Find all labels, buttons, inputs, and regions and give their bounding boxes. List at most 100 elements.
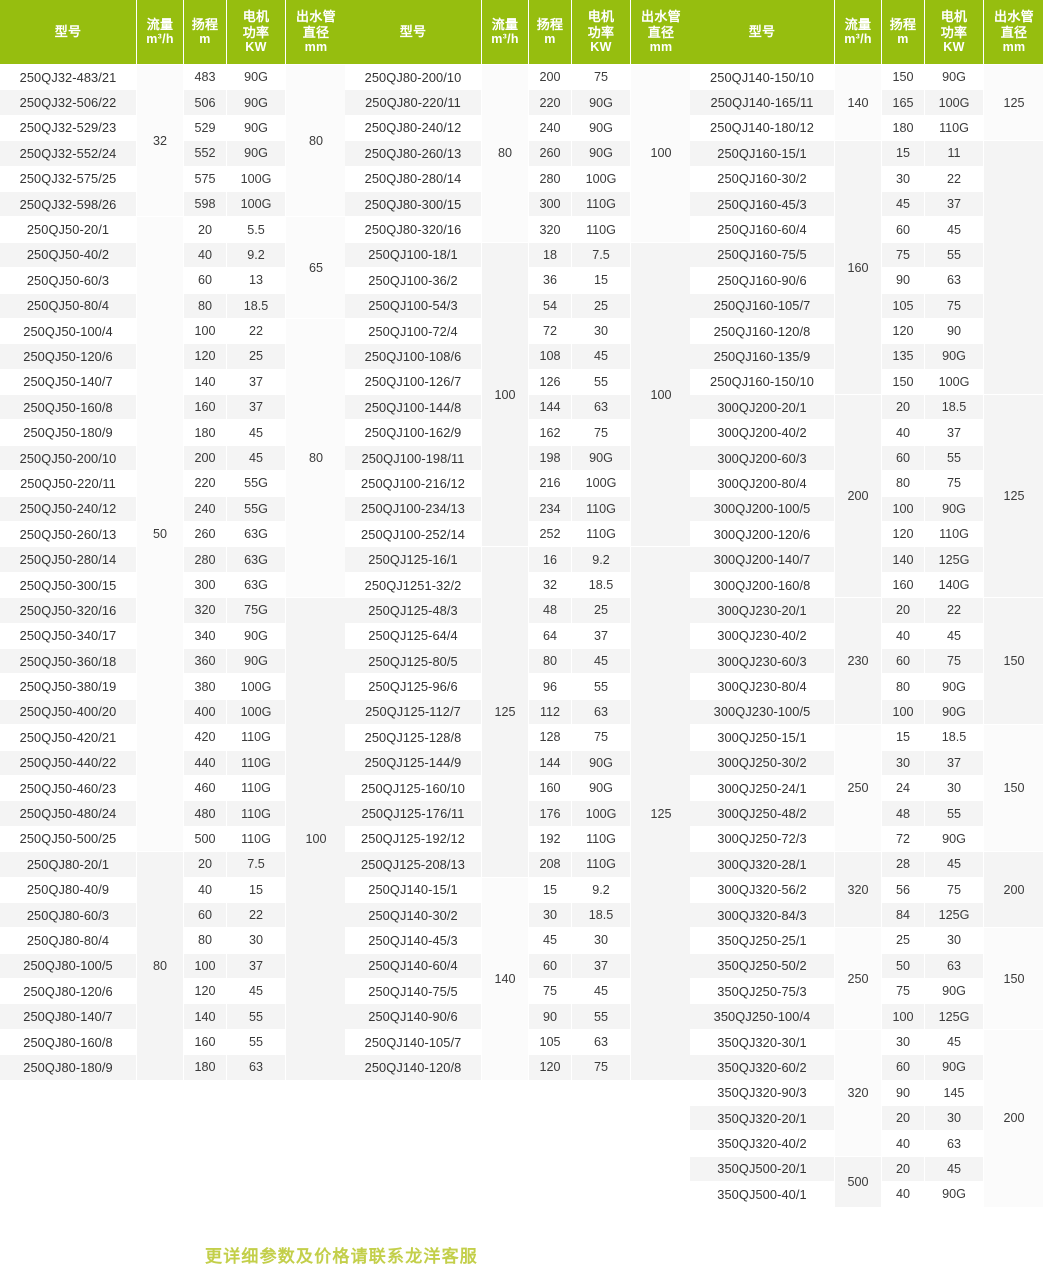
header-model: 型号 bbox=[345, 0, 482, 65]
cell-power: 75 bbox=[925, 877, 984, 902]
cell-head: 60 bbox=[184, 268, 227, 293]
cell-head: 15 bbox=[882, 141, 925, 166]
cell-model: 250QJ140-165/11 bbox=[690, 90, 835, 115]
header-head-unit: m bbox=[185, 32, 225, 47]
cell-diameter: 125 bbox=[631, 547, 692, 1080]
cell-diameter: 150 bbox=[984, 725, 1043, 852]
cell-model: 250QJ80-20/1 bbox=[0, 852, 137, 877]
cell-model: 250QJ50-240/12 bbox=[0, 496, 137, 521]
cell-diameter bbox=[984, 141, 1043, 395]
cell-head: 144 bbox=[529, 395, 572, 420]
cell-head: 128 bbox=[529, 725, 572, 750]
cell-model: 250QJ100-234/13 bbox=[345, 496, 482, 521]
cell-model: 300QJ200-160/8 bbox=[690, 572, 835, 597]
cell-model: 250QJ140-180/12 bbox=[690, 115, 835, 140]
cell-model: 350QJ250-25/1 bbox=[690, 928, 835, 953]
cell-head: 60 bbox=[882, 445, 925, 470]
cell-power: 37 bbox=[227, 395, 286, 420]
cell-power: 45 bbox=[227, 445, 286, 470]
cell-power: 90G bbox=[572, 115, 631, 140]
cell-model: 250QJ125-80/5 bbox=[345, 648, 482, 673]
cell-head: 60 bbox=[882, 217, 925, 242]
cell-head: 60 bbox=[882, 1055, 925, 1080]
cell-head: 240 bbox=[529, 115, 572, 140]
cell-model: 250QJ50-120/6 bbox=[0, 344, 137, 369]
cell-head: 220 bbox=[529, 90, 572, 115]
cell-flow: 250 bbox=[835, 725, 882, 852]
cell-power: 45 bbox=[572, 344, 631, 369]
cell-power: 25 bbox=[572, 293, 631, 318]
cell-head: 100 bbox=[882, 699, 925, 724]
cell-head: 32 bbox=[529, 572, 572, 597]
cell-head: 100 bbox=[882, 496, 925, 521]
cell-power: 7.5 bbox=[227, 852, 286, 877]
cell-model: 300QJ230-100/5 bbox=[690, 699, 835, 724]
cell-model: 300QJ320-84/3 bbox=[690, 902, 835, 927]
cell-power: 45 bbox=[925, 217, 984, 242]
cell-head: 200 bbox=[529, 65, 572, 90]
cell-model: 250QJ32-575/25 bbox=[0, 166, 137, 191]
cell-head: 180 bbox=[184, 420, 227, 445]
cell-power: 75 bbox=[572, 420, 631, 445]
cell-model: 250QJ50-320/16 bbox=[0, 598, 137, 623]
cell-power: 90 bbox=[925, 318, 984, 343]
cell-model: 250QJ140-45/3 bbox=[345, 928, 482, 953]
cell-power: 90G bbox=[925, 1182, 984, 1207]
cell-power: 110G bbox=[572, 522, 631, 547]
cell-model: 250QJ160-75/5 bbox=[690, 242, 835, 267]
cell-power: 100G bbox=[925, 369, 984, 394]
cell-head: 300 bbox=[184, 572, 227, 597]
cell-power: 22 bbox=[227, 902, 286, 927]
cell-model: 250QJ100-36/2 bbox=[345, 268, 482, 293]
cell-model: 250QJ160-15/1 bbox=[690, 141, 835, 166]
cell-model: 300QJ230-20/1 bbox=[690, 598, 835, 623]
cell-head: 20 bbox=[184, 852, 227, 877]
cell-power: 75 bbox=[925, 648, 984, 673]
cell-model: 250QJ32-529/23 bbox=[0, 115, 137, 140]
cell-head: 48 bbox=[882, 801, 925, 826]
cell-head: 60 bbox=[529, 953, 572, 978]
cell-power: 11 bbox=[925, 141, 984, 166]
cell-model: 300QJ250-24/1 bbox=[690, 775, 835, 800]
cell-model: 250QJ125-16/1 bbox=[345, 547, 482, 572]
cell-model: 250QJ100-252/14 bbox=[345, 522, 482, 547]
cell-power: 75 bbox=[925, 293, 984, 318]
cell-head: 20 bbox=[184, 217, 227, 242]
cell-flow: 80 bbox=[482, 65, 529, 243]
cell-power: 125G bbox=[925, 1004, 984, 1029]
cell-head: 140 bbox=[184, 1004, 227, 1029]
cell-power: 45 bbox=[572, 979, 631, 1004]
cell-power: 110G bbox=[227, 750, 286, 775]
cell-head: 220 bbox=[184, 471, 227, 496]
cell-power: 30 bbox=[925, 928, 984, 953]
cell-power: 90G bbox=[227, 90, 286, 115]
cell-power: 7.5 bbox=[572, 242, 631, 267]
cell-head: 140 bbox=[184, 369, 227, 394]
cell-flow: 125 bbox=[482, 547, 529, 877]
cell-head: 105 bbox=[529, 1029, 572, 1054]
cell-diameter: 65 bbox=[286, 217, 347, 319]
header-model: 型号 bbox=[690, 0, 835, 65]
cell-power: 63 bbox=[572, 395, 631, 420]
cell-model: 250QJ100-198/11 bbox=[345, 445, 482, 470]
cell-power: 45 bbox=[925, 1029, 984, 1054]
cell-head: 260 bbox=[184, 522, 227, 547]
cell-model: 250QJ80-80/4 bbox=[0, 928, 137, 953]
cell-model: 300QJ200-140/7 bbox=[690, 547, 835, 572]
cell-power: 100G bbox=[572, 471, 631, 496]
cell-head: 90 bbox=[882, 268, 925, 293]
cell-power: 25 bbox=[572, 598, 631, 623]
cell-power: 110G bbox=[227, 725, 286, 750]
cell-model: 350QJ500-40/1 bbox=[690, 1182, 835, 1207]
cell-head: 165 bbox=[882, 90, 925, 115]
cell-model: 250QJ125-64/4 bbox=[345, 623, 482, 648]
